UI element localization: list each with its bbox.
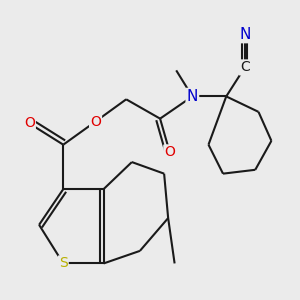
Text: N: N bbox=[187, 89, 198, 104]
Text: N: N bbox=[239, 27, 250, 42]
Text: C: C bbox=[240, 61, 250, 74]
Text: O: O bbox=[90, 115, 101, 128]
Text: O: O bbox=[164, 146, 175, 159]
Text: S: S bbox=[59, 256, 68, 270]
Text: O: O bbox=[24, 116, 35, 130]
